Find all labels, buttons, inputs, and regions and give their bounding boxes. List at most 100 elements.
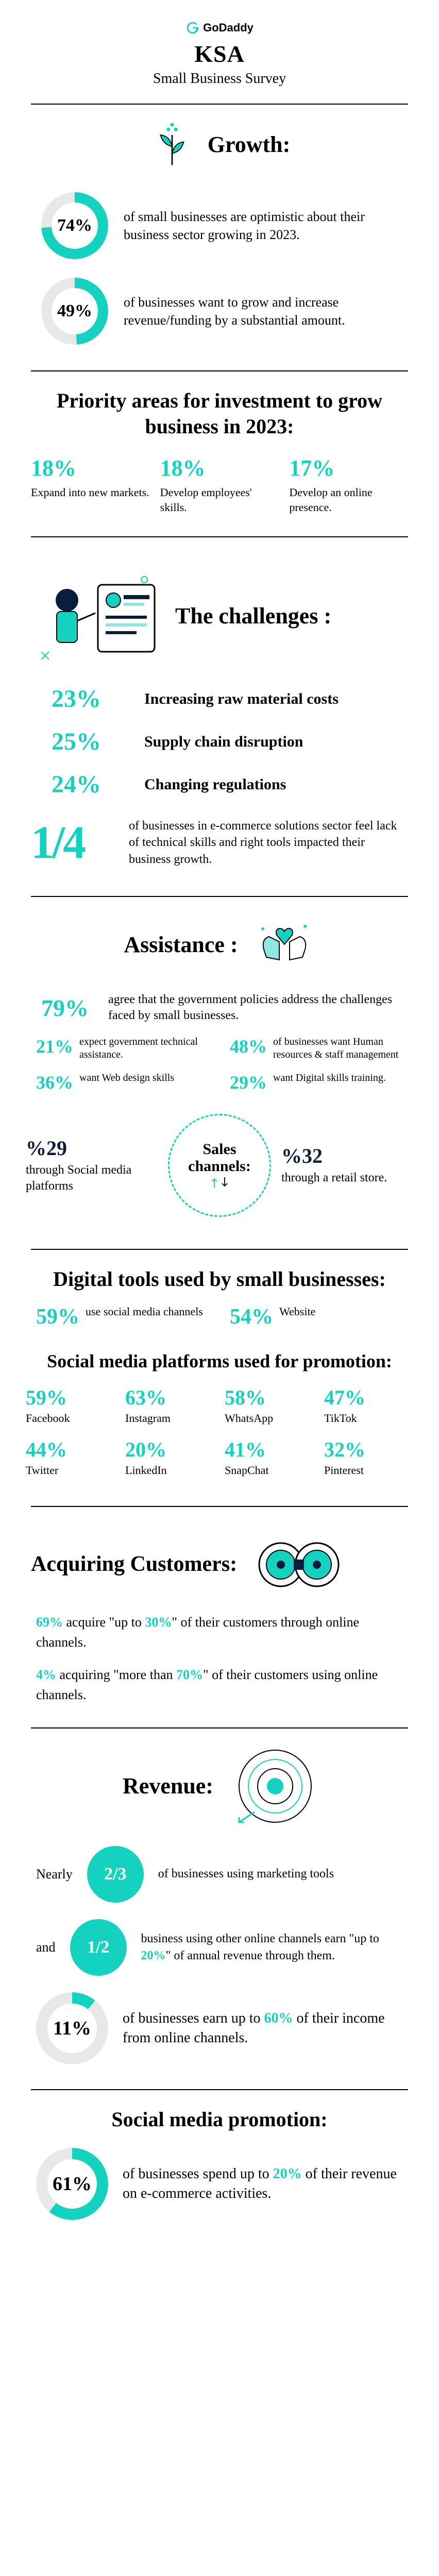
priority-item-3: 17% Develop an online presence. [289,455,408,515]
assist-small-3: 36% want Web design skills [36,1072,209,1093]
digital-tool-1: 59% use social media channels [36,1304,209,1329]
priority-pct-2: 18% [160,455,279,481]
assistance-row-2: 36% want Web design skills 29% want Digi… [0,1066,439,1098]
assistance-main: 79% agree that the government policies a… [0,986,439,1030]
challenge-3-label: Changing regulations [144,775,286,794]
revenue-row-2: and 1/2 business using other online chan… [0,1911,439,1984]
growth-stat-1: 74% of small businesses are optimistic a… [0,183,439,268]
assist-small-4-text: want Digital skills training. [273,1072,386,1084]
growth-heading: Growth: [208,131,291,158]
globe-spiral-icon [234,1745,316,1827]
divider [31,1727,408,1728]
priority-pct-1: 18% [31,455,150,481]
revenue-row-3-text: of businesses earn up to 60% of their in… [123,2009,403,2048]
platform-pinterest: 32%Pinterest [324,1437,413,1477]
sales-right-pct: %32 [281,1144,413,1168]
assist-small-2-text: of businesses want Human resources & sta… [273,1036,403,1061]
priority-label-1: Expand into new markets. [31,485,150,500]
divider [31,896,408,897]
growth-stat-1-text: of small businesses are optimistic about… [124,208,398,244]
sales-left: %29 through Social media platforms [26,1136,158,1194]
sales-center-circle: Sales channels: [168,1114,271,1217]
platform-tiktok: 47%TikTok [324,1385,413,1425]
digital-tools-row: 59% use social media channels 54% Websit… [0,1292,439,1334]
platform-twitter: 44%Twitter [26,1437,115,1477]
priority-pct-3: 17% [289,455,408,481]
donut-74-value: 74% [57,216,92,235]
priority-label-3: Develop an online presence. [289,485,408,515]
revenue-row-1-text: of businesses using marketing tools [158,1866,334,1882]
digital-tools-heading: Digital tools used by small businesses: [0,1266,439,1292]
platform-linkedin: 20%LinkedIn [125,1437,214,1477]
acquiring-heading: Acquiring Customers: [31,1552,237,1577]
revenue-heading-row: Revenue: [0,1745,439,1827]
quarter-stat: 1/4 of businesses in e-commerce solution… [0,806,439,879]
priority-item-1: 18% Expand into new markets. [31,455,150,515]
divider [31,1249,408,1250]
sales-left-pct: %29 [26,1136,158,1160]
priority-columns: 18% Expand into new markets. 18% Develop… [0,439,439,520]
hands-heart-icon [254,913,315,975]
priority-heading: Priority areas for investment to grow bu… [0,388,439,439]
divider [31,536,408,537]
donut-74: 74% [41,192,108,259]
revenue-row-2-text: business using other online channels ear… [141,1930,403,1964]
sales-right: %32 through a retail store. [281,1144,413,1186]
priority-item-2: 18% Develop employees' skills. [160,455,279,515]
sales-left-text: through Social media platforms [26,1162,158,1194]
assist-small-2-pct: 48% [230,1036,267,1057]
challenges-heading: The challenges : [175,603,331,629]
platform-snapchat: 41%SnapChat [225,1437,314,1477]
platform-facebook: 59%Facebook [26,1385,115,1425]
platform-instagram: 63%Instagram [125,1385,214,1425]
growth-stat-2: 49% of businesses want to grow and incre… [0,268,439,354]
acquiring-line-1: 69% acquire "up to 30%" of their custome… [0,1606,439,1658]
challenge-1-pct: 23% [52,685,129,713]
arrows-icon [209,1175,230,1190]
assist-small-2: 48% of businesses want Human resources &… [230,1036,403,1061]
page-subtitle: Small Business Survey [0,71,439,87]
assist-small-3-pct: 36% [36,1072,73,1093]
donut-61-value: 61% [53,2173,92,2195]
revenue-row-1-lead: Nearly [36,1867,73,1882]
assist-small-1: 21% expect government technical assistan… [36,1036,209,1061]
promo-text: of businesses spend up to 20% of their r… [123,2164,403,2204]
platform-whatsapp: 58%WhatsApp [225,1385,314,1425]
challenge-3-pct: 24% [52,770,129,799]
binoculars-icon [252,1534,345,1596]
quarter-text: of businesses in e-commerce solutions se… [129,818,408,868]
acquiring-heading-row: Acquiring Customers: [0,1523,439,1606]
priority-label-2: Develop employees' skills. [160,485,279,515]
challenge-1-label: Increasing raw material costs [144,690,339,708]
assistance-main-pct: 79% [41,994,98,1022]
challenge-1: 23% Increasing raw material costs [0,677,439,720]
sales-center-label: Sales channels: [170,1141,269,1175]
donut-49: 49% [41,278,108,345]
assist-small-1-pct: 21% [36,1036,73,1057]
revenue-row-2-lead: and [36,1940,56,1955]
donut-61: 61% [36,2148,108,2220]
assist-small-1-text: expect government technical assistance. [79,1036,209,1061]
promo-heading: Social media promotion: [0,2107,439,2132]
challenge-2: 25% Supply chain disruption [0,720,439,763]
challenges-heading-row: The challenges : [0,554,439,677]
plant-growth-icon [149,121,195,167]
divider [31,104,408,105]
digital-tool-2: 54% Website [230,1304,403,1329]
donut-11: 11% [36,1992,108,2064]
donut-11-value: 11% [53,2017,91,2040]
promo-row: 61% of businesses spend up to 20% of the… [0,2132,439,2228]
fraction-circle-2-3: 2/3 [87,1846,144,1903]
assistance-heading: Assistance : [124,931,238,958]
sales-right-text: through a retail store. [281,1170,413,1186]
digital-tool-2-pct: 54% [230,1304,273,1329]
sales-channels-row: %29 through Social media platforms Sales… [0,1098,439,1232]
challenge-3: 24% Changing regulations [0,763,439,806]
revenue-row-3: 11% of businesses earn up to 60% of thei… [0,1984,439,2073]
assistance-row-1: 21% expect government technical assistan… [0,1030,439,1066]
revenue-heading: Revenue: [123,1773,213,1799]
digital-tool-1-pct: 59% [36,1304,79,1329]
assistance-main-text: agree that the government policies addre… [108,992,398,1024]
assist-small-3-text: want Web design skills [79,1072,174,1084]
assistance-heading-row: Assistance : [0,913,439,975]
